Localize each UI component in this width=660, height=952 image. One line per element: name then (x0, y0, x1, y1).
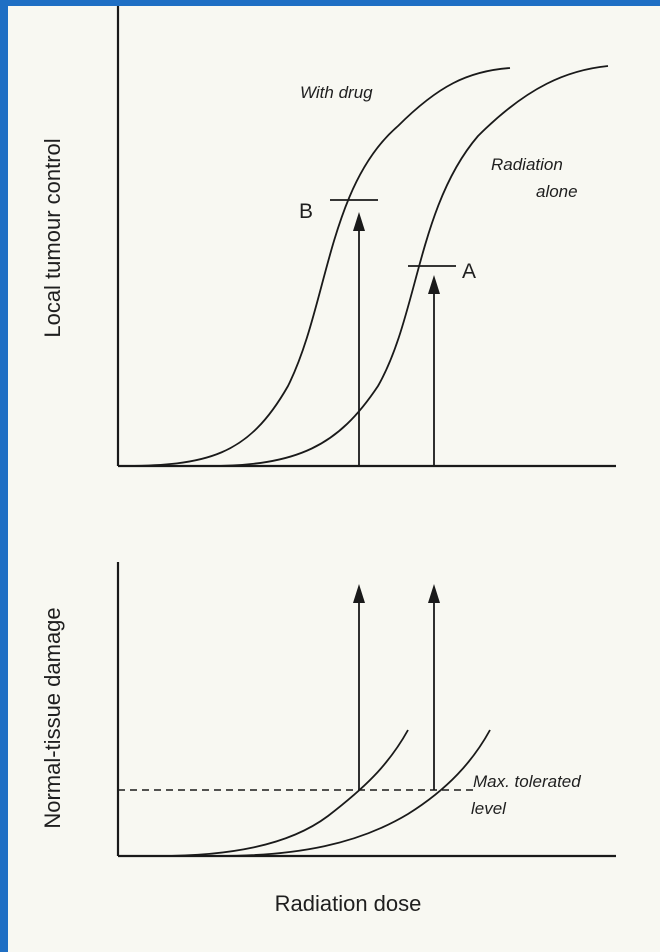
label-b: B (299, 200, 313, 223)
curve-damage-radiation-alone (217, 729, 491, 857)
curve-with-drug (117, 67, 511, 467)
label-alone: alone (536, 182, 578, 201)
figure-page: Local tumour control With drug Radiation… (8, 6, 660, 952)
label-with-drug: With drug (300, 83, 373, 102)
arrowhead-b-top (353, 212, 365, 231)
curve-radiation-alone (207, 65, 609, 467)
arrowhead-b-bottom (353, 584, 365, 603)
bottom-panel: Normal-tissue damage Max. tolerated leve… (40, 562, 616, 858)
arrowhead-a-bottom (428, 584, 440, 603)
arrowhead-a-top (428, 275, 440, 294)
label-a: A (462, 260, 476, 283)
top-y-axis-label: Local tumour control (40, 138, 65, 337)
figure-canvas: Local tumour control With drug Radiation… (40, 6, 616, 916)
label-radiation: Radiation (491, 155, 563, 174)
bottom-y-axis-label: Normal-tissue damage (40, 607, 65, 828)
x-axis-label: Radiation dose (275, 891, 422, 916)
label-level: level (471, 799, 507, 818)
curve-damage-with-drug (157, 729, 409, 857)
top-panel: Local tumour control With drug Radiation… (40, 6, 616, 468)
label-max-tolerated: Max. tolerated (473, 772, 581, 791)
